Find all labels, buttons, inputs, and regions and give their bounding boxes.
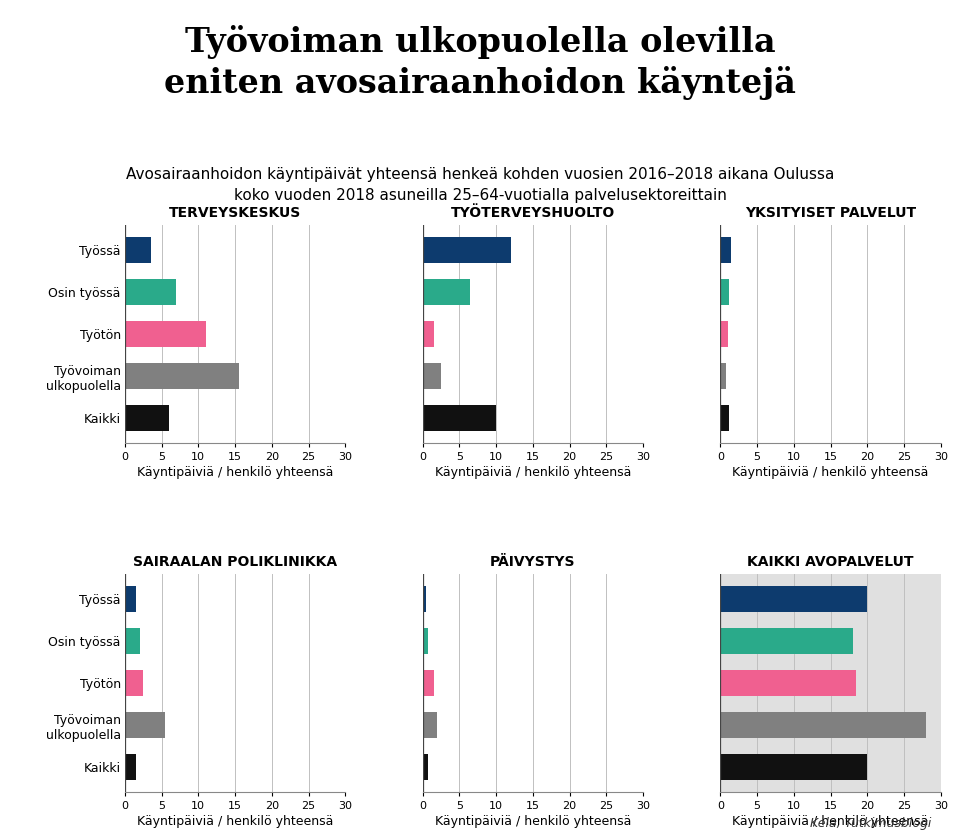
Bar bbox=[125, 363, 239, 389]
X-axis label: Käyntipäiviä / henkilö yhteensä: Käyntipäiviä / henkilö yhteensä bbox=[137, 466, 333, 480]
X-axis label: Käyntipäiviä / henkilö yhteensä: Käyntipäiviä / henkilö yhteensä bbox=[435, 466, 631, 480]
Text: Työvoiman ulkopuolella olevilla
eniten avosairaanhoidon käyntejä: Työvoiman ulkopuolella olevilla eniten a… bbox=[164, 25, 796, 100]
Text: Avosairaanhoidon käyntipäivät yhteensä henkeä kohden vuosien 2016–2018 aikana Ou: Avosairaanhoidon käyntipäivät yhteensä h… bbox=[126, 167, 834, 203]
Title: KAIKKI AVOPALVELUT: KAIKKI AVOPALVELUT bbox=[747, 555, 914, 569]
Bar bbox=[125, 712, 165, 738]
Bar bbox=[720, 238, 732, 264]
Bar bbox=[125, 754, 135, 780]
Bar bbox=[720, 754, 867, 780]
Bar bbox=[422, 405, 496, 431]
Title: SAIRAALAN POLIKLINIKKA: SAIRAALAN POLIKLINIKKA bbox=[133, 555, 337, 569]
Bar bbox=[422, 279, 470, 305]
Bar bbox=[422, 363, 441, 389]
Bar bbox=[422, 321, 434, 347]
Bar bbox=[125, 279, 177, 305]
Bar bbox=[422, 586, 426, 612]
Bar bbox=[125, 238, 151, 264]
Bar bbox=[125, 405, 169, 431]
Title: TERVEYSKESKUS: TERVEYSKESKUS bbox=[169, 206, 301, 220]
Bar bbox=[125, 628, 139, 655]
Title: PÄIVYSTYS: PÄIVYSTYS bbox=[490, 555, 576, 569]
Bar bbox=[422, 712, 437, 738]
Bar bbox=[720, 363, 726, 389]
Title: TYÖTERVEYSHUOLTO: TYÖTERVEYSHUOLTO bbox=[450, 206, 615, 220]
Bar bbox=[720, 671, 856, 696]
Bar bbox=[422, 671, 434, 696]
X-axis label: Käyntipäiviä / henkilö yhteensä: Käyntipäiviä / henkilö yhteensä bbox=[732, 466, 928, 480]
X-axis label: Käyntipäiviä / henkilö yhteensä: Käyntipäiviä / henkilö yhteensä bbox=[435, 816, 631, 828]
Bar bbox=[125, 671, 143, 696]
Bar bbox=[125, 586, 135, 612]
Title: YKSITYISET PALVELUT: YKSITYISET PALVELUT bbox=[745, 206, 916, 220]
Bar bbox=[422, 238, 511, 264]
Bar bbox=[720, 405, 729, 431]
Bar bbox=[125, 321, 205, 347]
Bar bbox=[720, 321, 728, 347]
X-axis label: Käyntipäiviä / henkilö yhteensä: Käyntipäiviä / henkilö yhteensä bbox=[137, 816, 333, 828]
Bar bbox=[720, 279, 729, 305]
Bar bbox=[720, 712, 926, 738]
Bar bbox=[422, 628, 428, 655]
Bar bbox=[720, 586, 867, 612]
Text: Kela, Tutkimusblogi: Kela, Tutkimusblogi bbox=[810, 816, 931, 830]
X-axis label: Käyntipäiviä / henkilö yhteensä: Käyntipäiviä / henkilö yhteensä bbox=[732, 816, 928, 828]
Bar bbox=[720, 628, 852, 655]
Bar bbox=[422, 754, 428, 780]
